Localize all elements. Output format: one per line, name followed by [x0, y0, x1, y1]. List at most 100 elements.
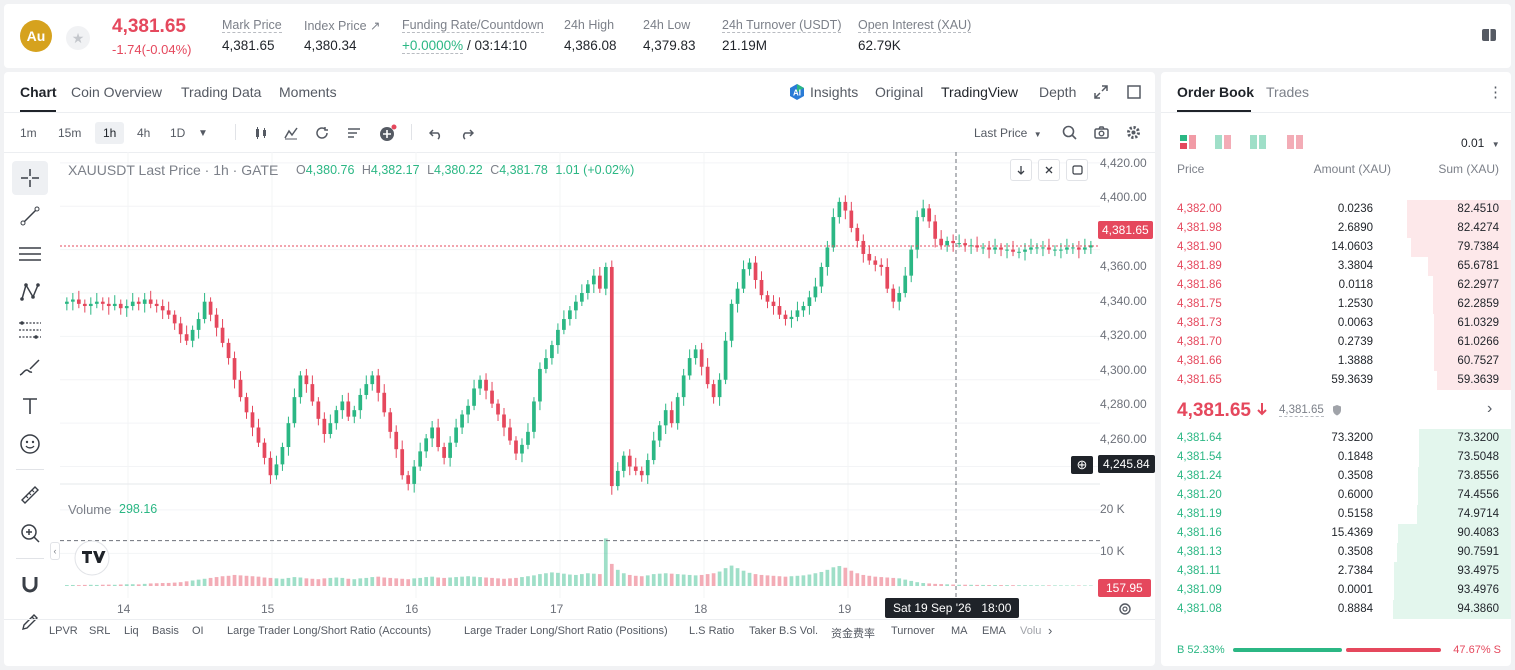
indicator-ema[interactable]: EMA — [982, 625, 1006, 637]
tab-insights[interactable]: Insights — [810, 84, 859, 100]
more-options-icon[interactable]: ⋮ — [1488, 84, 1503, 101]
turnover-24h-label[interactable]: 24h Turnover (USDT) — [722, 18, 842, 33]
scroll-right-icon[interactable]: › — [1048, 623, 1053, 638]
indicator-basis[interactable]: Basis — [152, 625, 179, 637]
document-icon[interactable] — [1480, 26, 1498, 44]
search-icon[interactable] — [1062, 125, 1077, 140]
indicator-ma[interactable]: MA — [951, 625, 968, 637]
ask-row[interactable]: 4,382.00 0.0236 82.4510 — [1161, 200, 1511, 219]
bid-row[interactable]: 4,381.24 0.3508 73.8556 — [1161, 467, 1511, 486]
replay-icon[interactable] — [315, 126, 329, 140]
timeframe-1h[interactable]: 1h — [95, 122, 125, 144]
indicator-srl[interactable]: SRL — [89, 625, 111, 637]
indicator-turnover[interactable]: Turnover — [891, 625, 935, 637]
bid-row[interactable]: 4,381.19 0.5158 74.9714 — [1161, 505, 1511, 524]
undo-icon[interactable] — [429, 126, 443, 140]
timeframe-15m[interactable]: 15m — [58, 126, 82, 140]
bid-row[interactable]: 4,381.09 0.0001 93.4976 — [1161, 581, 1511, 600]
ask-row[interactable]: 4,381.70 0.2739 61.0266 — [1161, 333, 1511, 352]
horizontal-lines-tool[interactable] — [12, 237, 48, 271]
index-price-label[interactable]: Index Price ↗ — [304, 19, 381, 33]
view-bids-icon[interactable] — [1214, 134, 1232, 150]
chevron-right-icon[interactable]: › — [1487, 400, 1493, 417]
timeframe-1m[interactable]: 1m — [20, 126, 37, 140]
view-buy-only-icon[interactable] — [1249, 134, 1267, 150]
settings-gear-icon[interactable] — [1126, 125, 1141, 140]
tab-depth[interactable]: Depth — [1039, 84, 1077, 100]
collapse-button[interactable] — [1038, 159, 1060, 181]
ask-row[interactable]: 4,381.89 3.3804 65.6781 — [1161, 257, 1511, 276]
measure-tool[interactable] — [12, 478, 48, 512]
indicator-volume[interactable]: Volu — [1020, 625, 1042, 637]
indicator-funding-rate[interactable]: 资金费率 — [831, 628, 875, 640]
candle-body — [394, 431, 399, 450]
favorite-star-icon[interactable]: ★ — [66, 26, 90, 50]
bid-row[interactable]: 4,381.16 15.4369 90.4083 — [1161, 524, 1511, 543]
tab-trades[interactable]: Trades — [1266, 84, 1310, 100]
candlestick-type-icon[interactable] — [254, 126, 268, 140]
indicator-ls-accounts[interactable]: Large Trader Long/Short Ratio (Accounts) — [227, 625, 432, 637]
add-alert-plus-icon[interactable]: ⊕ — [1071, 456, 1093, 474]
fib-tool[interactable] — [12, 313, 48, 347]
tab-coin-overview[interactable]: Coin Overview — [71, 84, 163, 100]
brush-tool[interactable] — [12, 351, 48, 385]
zoom-tool[interactable] — [12, 516, 48, 550]
price-chart-plot[interactable] — [60, 152, 1100, 598]
templates-icon[interactable] — [347, 126, 361, 140]
redo-icon[interactable] — [460, 126, 474, 140]
ask-row[interactable]: 4,381.66 1.3888 60.7527 — [1161, 352, 1511, 371]
bid-row[interactable]: 4,381.11 2.7384 93.4975 — [1161, 562, 1511, 581]
text-tool[interactable] — [12, 389, 48, 423]
tab-chart[interactable]: Chart — [20, 84, 57, 100]
crosshair-tool[interactable] — [12, 161, 48, 195]
fullscreen-icon[interactable] — [1127, 85, 1141, 99]
chart-settings-icon[interactable] — [1118, 602, 1132, 616]
expand-icon[interactable] — [1094, 85, 1108, 99]
timeframe-1d[interactable]: 1D — [170, 126, 186, 140]
tab-original[interactable]: Original — [875, 84, 924, 100]
tab-tradingview[interactable]: TradingView — [941, 84, 1019, 100]
ask-row[interactable]: 4,381.90 14.0603 79.7384 — [1161, 238, 1511, 257]
open-interest-label[interactable]: Open Interest (XAU) — [858, 18, 972, 33]
tab-order-book[interactable]: Order Book — [1177, 84, 1255, 100]
ask-row[interactable]: 4,381.75 1.2530 62.2859 — [1161, 295, 1511, 314]
indicators-icon[interactable] — [284, 126, 298, 140]
mark-price-label[interactable]: Mark Price — [222, 18, 282, 33]
ask-row[interactable]: 4,381.73 0.0063 61.0329 — [1161, 314, 1511, 333]
precision-select[interactable]: 0.01 ▼ — [1461, 136, 1500, 150]
bid-row[interactable]: 4,381.20 0.6000 74.4556 — [1161, 486, 1511, 505]
tab-moments[interactable]: Moments — [279, 84, 337, 100]
bid-row[interactable]: 4,381.64 73.3200 73.3200 — [1161, 429, 1511, 448]
magnet-tool[interactable] — [12, 567, 48, 601]
indicator-ls-ratio[interactable]: L.S Ratio — [689, 625, 735, 637]
pencil-tool[interactable] — [12, 605, 48, 639]
bid-row[interactable]: 4,381.08 0.8884 94.3860 — [1161, 600, 1511, 619]
bid-row[interactable]: 4,381.54 0.1848 73.5048 — [1161, 448, 1511, 467]
timeframe-4h[interactable]: 4h — [137, 126, 151, 140]
indicator-oi[interactable]: OI — [192, 625, 204, 637]
timeframe-dropdown-icon[interactable]: ▼ — [198, 128, 208, 139]
indicator-ls-positions[interactable]: Large Trader Long/Short Ratio (Positions… — [464, 625, 668, 637]
collapse-toolbar-button[interactable]: ‹ — [50, 542, 60, 560]
pattern-tool[interactable] — [12, 275, 48, 309]
scroll-down-button[interactable] — [1010, 159, 1032, 181]
bid-row[interactable]: 4,381.13 0.3508 90.7591 — [1161, 543, 1511, 562]
tradingview-logo[interactable] — [74, 540, 110, 576]
view-sell-only-icon[interactable] — [1286, 134, 1304, 150]
indicator-taker-vol[interactable]: Taker B.S Vol. — [749, 625, 819, 637]
funding-rate-label[interactable]: Funding Rate/Countdown — [402, 18, 544, 33]
emoji-tool[interactable] — [12, 427, 48, 461]
ask-row[interactable]: 4,381.65 59.3639 59.3639 — [1161, 371, 1511, 390]
view-both-icon[interactable] — [1179, 134, 1197, 150]
price-type-select[interactable]: Last Price ▼ — [974, 126, 1042, 140]
camera-icon[interactable] — [1094, 125, 1109, 140]
indicator-lpvr[interactable]: LPVR — [49, 625, 78, 637]
indicator-liq[interactable]: Liq — [124, 625, 139, 637]
ask-row[interactable]: 4,381.98 2.6890 82.4274 — [1161, 219, 1511, 238]
ai-insights-icon[interactable]: AI — [788, 83, 806, 101]
refresh-button[interactable] — [1066, 159, 1088, 181]
add-indicator-icon[interactable] — [379, 124, 397, 142]
trend-line-tool[interactable] — [12, 199, 48, 233]
tab-trading-data[interactable]: Trading Data — [181, 84, 262, 100]
ask-row[interactable]: 4,381.86 0.0118 62.2977 — [1161, 276, 1511, 295]
